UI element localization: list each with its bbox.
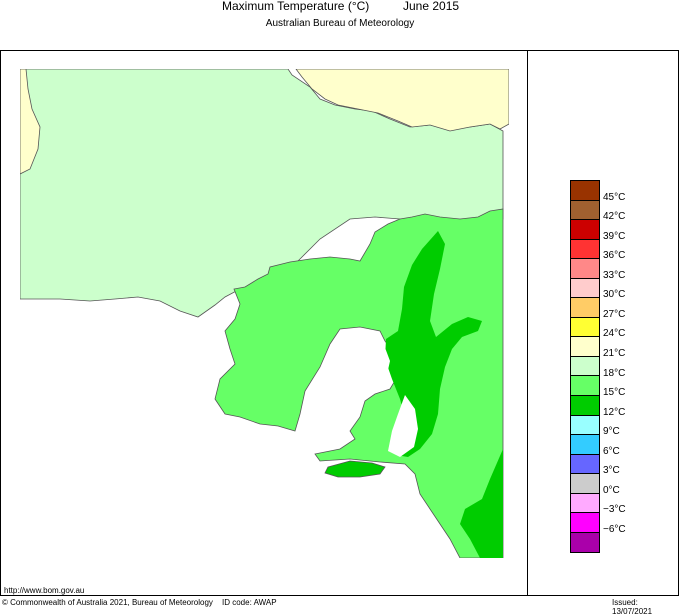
legend-swatch (571, 200, 599, 221)
legend-swatch (571, 220, 599, 240)
legend-swatch (571, 396, 599, 416)
title-period: June 2015 (403, 0, 460, 13)
legend-label: 18°C (603, 367, 626, 379)
legend-label: 21°C (603, 347, 626, 359)
land-zone-21-24-west (20, 69, 41, 175)
legend-label: 36°C (603, 250, 626, 262)
legend-label: −3°C (603, 504, 626, 516)
legend-swatch (571, 474, 599, 494)
legend-label: 9°C (603, 426, 620, 438)
spencer-gulf (340, 339, 390, 407)
legend-label: 27°C (603, 308, 626, 320)
legend-swatch (571, 435, 599, 455)
legend-swatch (571, 376, 599, 397)
frame-left-border (0, 50, 1, 596)
map-subtitle: Australian Bureau of Meteorology (265, 18, 415, 29)
legend-swatch (571, 513, 599, 533)
title-text: Maximum Temperature (°C) (222, 0, 370, 13)
footer-id-code: ID code: AWAP (222, 598, 277, 607)
legend-label: 3°C (603, 465, 620, 477)
footer-copyright: © Commonwealth of Australia 2021, Bureau… (2, 598, 213, 607)
legend-label: 30°C (603, 289, 626, 301)
legend-swatch (571, 239, 599, 260)
footer-url: http://www.bom.gov.au (4, 586, 85, 595)
land-zone-21-24 (295, 69, 509, 132)
legend-label: 45°C (603, 191, 626, 203)
kangaroo-island (324, 460, 386, 478)
map-frame (0, 50, 679, 596)
legend-label: 6°C (603, 445, 620, 457)
frame-right-border (678, 50, 679, 596)
legend-swatch (571, 415, 599, 436)
legend-label: 0°C (603, 484, 620, 496)
legend-swatch (571, 181, 599, 201)
map-title: Maximum Temperature (°C) June 2015 (0, 0, 680, 14)
land-zone-12-15 (385, 231, 482, 457)
land-zone-12-15-southeast (460, 449, 503, 558)
gulf-st-vincent (388, 395, 418, 457)
legend-label: 15°C (603, 387, 626, 399)
south-australia-map (20, 69, 509, 558)
legend-swatch (571, 493, 599, 514)
legend-label: 39°C (603, 230, 626, 242)
legend-swatch (571, 454, 599, 475)
legend-swatch (571, 337, 599, 357)
legend-label: 42°C (603, 211, 626, 223)
legend-swatch (571, 532, 599, 553)
legend-label: −6°C (603, 523, 626, 535)
temperature-legend (570, 180, 600, 554)
legend-label: 24°C (603, 328, 626, 340)
legend-label: 12°C (603, 406, 626, 418)
frame-divider (527, 50, 528, 596)
legend-swatch (571, 356, 599, 377)
legend-label: 33°C (603, 269, 626, 281)
legend-swatch (571, 278, 599, 299)
footer-issued: Issued: 13/07/2021 (612, 598, 653, 616)
legend-swatch (571, 259, 599, 279)
legend-swatch (571, 298, 599, 318)
legend-swatch (571, 317, 599, 338)
